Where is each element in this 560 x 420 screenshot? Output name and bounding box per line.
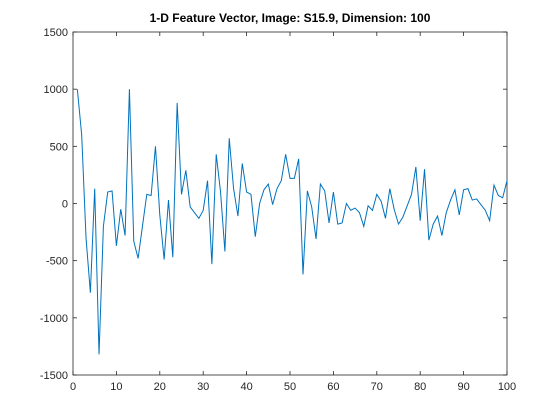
data-line bbox=[76, 89, 508, 355]
x-tick-label: 70 bbox=[371, 381, 383, 393]
x-tick-label: 30 bbox=[197, 381, 209, 393]
x-tick-label: 20 bbox=[154, 381, 166, 393]
axes-box bbox=[72, 31, 508, 376]
y-tick-label: 1500 bbox=[44, 27, 68, 39]
x-tick-label: 100 bbox=[498, 381, 516, 393]
chart-title: 1-D Feature Vector, Image: S15.9, Dimens… bbox=[150, 11, 431, 25]
x-tick-label: 60 bbox=[327, 381, 339, 393]
x-tick-label: 40 bbox=[240, 381, 252, 393]
y-tick-label: -500 bbox=[46, 256, 68, 268]
x-tick-label: 90 bbox=[457, 381, 469, 393]
y-tick-label: 1000 bbox=[44, 84, 68, 96]
x-tick-label: 0 bbox=[70, 381, 76, 393]
y-tick-label: 0 bbox=[62, 199, 68, 211]
x-tick-label: 10 bbox=[110, 381, 122, 393]
y-tick-label: 500 bbox=[50, 141, 68, 153]
y-tick-label: -1500 bbox=[40, 370, 68, 382]
x-tick-label: 80 bbox=[414, 381, 426, 393]
x-tick-label: 50 bbox=[284, 381, 296, 393]
y-tick-label: -1000 bbox=[40, 313, 68, 325]
